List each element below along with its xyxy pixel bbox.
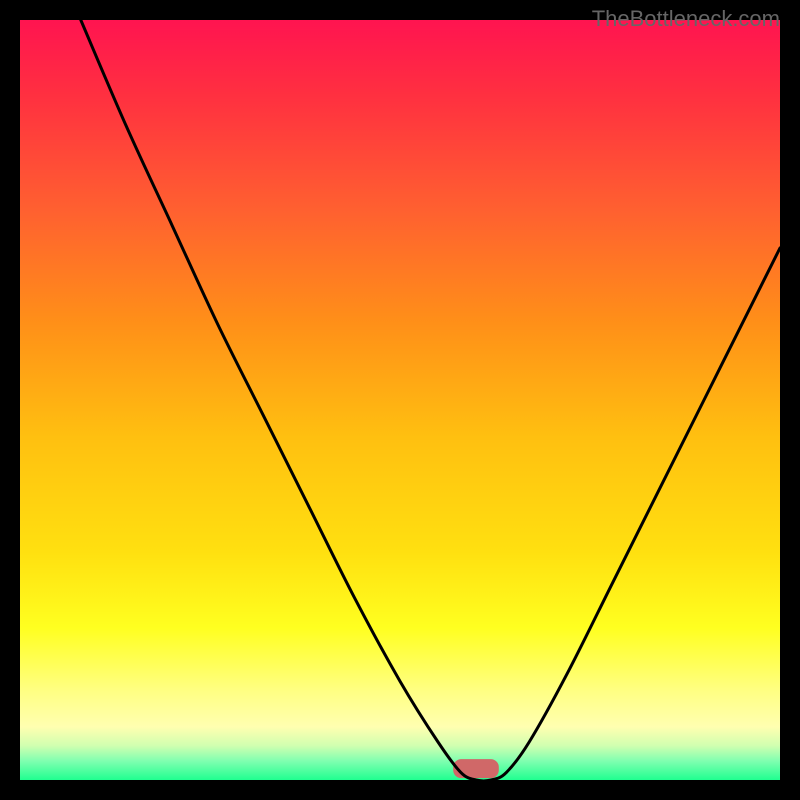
chart-background <box>20 20 780 780</box>
optimal-marker <box>453 759 499 778</box>
bottleneck-chart <box>20 20 780 780</box>
chart-svg <box>20 20 780 780</box>
watermark-text: TheBottleneck.com <box>592 6 780 32</box>
